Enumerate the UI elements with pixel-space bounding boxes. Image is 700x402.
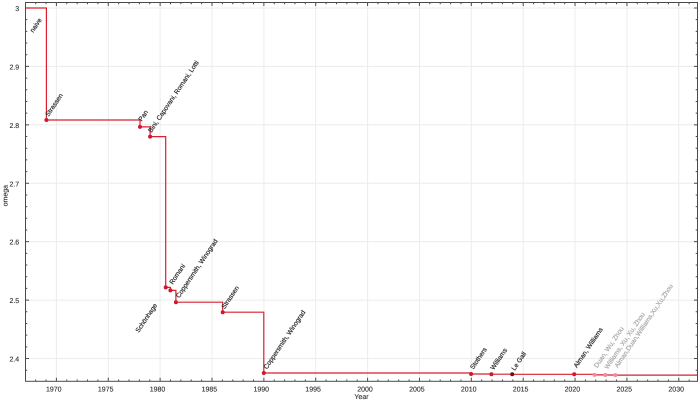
svg-text:2005: 2005 [409,386,425,393]
svg-text:2.5: 2.5 [9,298,19,305]
svg-text:2025: 2025 [617,386,633,393]
svg-text:2015: 2015 [513,386,529,393]
svg-text:omega: omega [3,185,10,207]
svg-text:2030: 2030 [668,386,684,393]
svg-text:1990: 1990 [254,386,270,393]
svg-text:2.8: 2.8 [9,123,19,130]
svg-text:2.6: 2.6 [9,240,19,247]
svg-text:1970: 1970 [46,386,62,393]
svg-text:2.9: 2.9 [9,64,19,71]
svg-text:2010: 2010 [461,386,477,393]
svg-text:1995: 1995 [305,386,321,393]
svg-text:Year: Year [354,394,369,401]
svg-text:3: 3 [15,6,19,13]
svg-text:1980: 1980 [150,386,166,393]
svg-text:2020: 2020 [565,386,581,393]
svg-text:2.4: 2.4 [9,357,19,364]
svg-text:2.7: 2.7 [9,181,19,188]
svg-text:2000: 2000 [357,386,373,393]
svg-text:1975: 1975 [98,386,114,393]
svg-text:1985: 1985 [202,386,218,393]
